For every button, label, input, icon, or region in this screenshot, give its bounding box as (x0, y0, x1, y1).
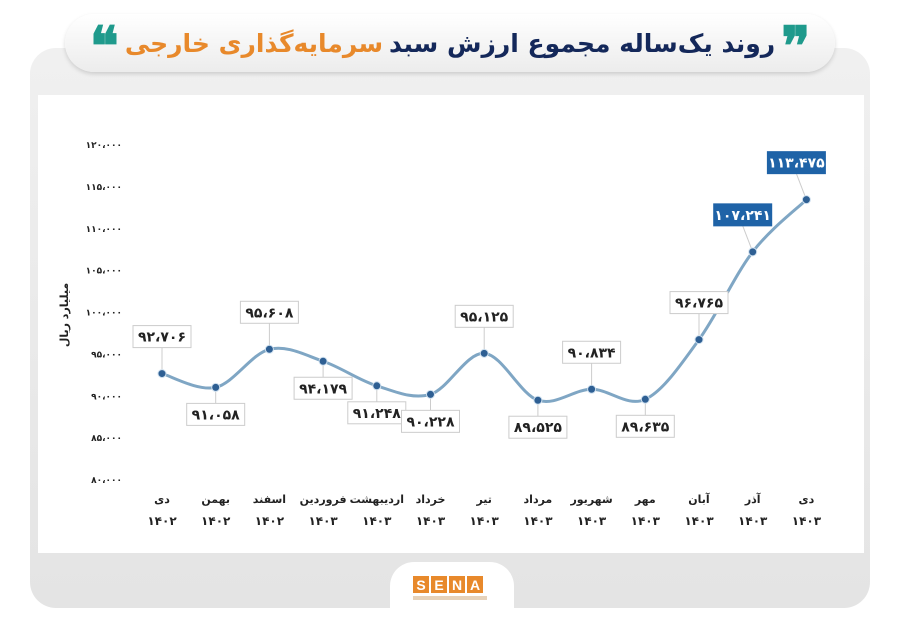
data-point (801, 195, 811, 205)
x-tick-month: بهمن (201, 493, 230, 506)
data-label: ۹۲،۷۰۶ (138, 330, 186, 346)
x-tick-month: دی (799, 493, 815, 506)
x-tick-month: مرداد (524, 493, 553, 506)
x-tick-year: ۱۴۰۳ (577, 514, 607, 528)
data-point (211, 382, 221, 392)
x-tick-year: ۱۴۰۲ (147, 514, 177, 528)
data-label-box (669, 291, 729, 315)
data-label: ۹۰،۲۲۸ (406, 414, 454, 430)
y-tick-label: ۸۵،۰۰۰ (91, 434, 122, 444)
data-label-leader (742, 225, 754, 253)
chart-panel (38, 95, 864, 553)
quote-close-icon: ❝ (89, 14, 119, 78)
data-label-box (186, 402, 246, 426)
logo-letter: A (467, 576, 483, 593)
data-label-box (508, 415, 568, 439)
y-tick-label: ۸۰،۰۰۰ (91, 476, 122, 486)
logo-tagline (413, 596, 487, 600)
sena-logo: S E N A (413, 576, 483, 593)
x-tick-month: آذر (744, 492, 761, 506)
data-point (694, 335, 704, 345)
data-label-box (401, 409, 460, 433)
x-tick-year: ۱۴۰۳ (792, 514, 822, 528)
title-banner: ❞ روند یک‌ساله مجموع ارزش سبد سرمایه‌گذا… (65, 14, 835, 78)
x-tick-month: شهریور (569, 493, 612, 506)
y-tick-label: ۱۱۵،۰۰۰ (86, 183, 122, 193)
data-label-box (239, 300, 299, 324)
x-tick-year: ۱۴۰۳ (470, 514, 500, 528)
data-label: ۹۴،۱۷۹ (299, 381, 347, 397)
data-label: ۹۱،۲۴۸ (353, 406, 401, 422)
data-label: ۹۱،۰۵۸ (192, 407, 240, 423)
data-label-box (615, 414, 675, 438)
data-point (318, 356, 328, 366)
data-label-box (293, 376, 353, 400)
x-tick-year: ۱۴۰۳ (738, 514, 768, 528)
title-main: روند یک‌ساله مجموع ارزش سبد (389, 28, 776, 58)
data-label: ۹۶،۷۶۵ (675, 296, 723, 312)
y-tick-label: ۹۰،۰۰۰ (91, 392, 122, 402)
x-tick-year: ۱۴۰۳ (523, 514, 553, 528)
x-tick-year: ۱۴۰۳ (416, 514, 446, 528)
x-tick-year: ۱۴۰۳ (362, 514, 392, 528)
data-label-leader (795, 173, 807, 200)
y-tick-label: ۱۲۰،۰۰۰ (86, 141, 122, 151)
data-point (264, 344, 274, 354)
x-tick-month: اسفند (253, 493, 286, 506)
data-point (157, 369, 167, 379)
data-label-box (132, 325, 192, 349)
data-label: ۹۵،۱۲۵ (460, 309, 508, 325)
data-point (479, 348, 489, 358)
data-point (640, 394, 650, 404)
data-point (372, 381, 382, 391)
data-label-box (766, 151, 826, 175)
data-label: ۱۰۷،۲۴۱ (714, 208, 771, 224)
logo-letter: N (449, 576, 465, 593)
x-tick-year: ۱۴۰۳ (684, 514, 714, 528)
logo-letter: S (413, 576, 429, 593)
data-point (426, 389, 435, 399)
data-label: ۱۱۳،۴۷۵ (768, 156, 825, 172)
x-tick-month: خرداد (416, 493, 446, 506)
x-tick-month: فروردین (300, 493, 347, 506)
y-tick-label: ۹۵،۰۰۰ (91, 350, 122, 360)
data-label-box (713, 203, 773, 227)
data-point (533, 395, 543, 405)
x-tick-month: آبان (688, 492, 710, 506)
data-label: ۹۵،۶۰۸ (245, 305, 293, 321)
x-tick-month: تیر (475, 493, 491, 506)
x-tick-month: دی (154, 493, 170, 506)
data-point (748, 247, 758, 257)
x-tick-year: ۱۴۰۲ (201, 514, 231, 528)
x-tick-year: ۱۴۰۲ (255, 514, 285, 528)
x-tick-year: ۱۴۰۳ (631, 514, 661, 528)
y-tick-label: ۱۰۰،۰۰۰ (86, 309, 122, 319)
x-tick-month: مهر (634, 493, 656, 506)
y-tick-label: ۱۰۵،۰۰۰ (86, 267, 122, 277)
data-label-box (562, 340, 622, 364)
y-tick-label: ۱۱۰،۰۰۰ (86, 225, 122, 235)
data-point (587, 384, 597, 394)
x-tick-year: ۱۴۰۳ (308, 514, 338, 528)
logo-letter: E (431, 576, 447, 593)
x-tick-month: اردیبهشت (350, 493, 404, 506)
data-label: ۹۰،۸۳۴ (568, 345, 616, 361)
title-accent: سرمایه‌گذاری خارجی (124, 28, 384, 58)
quote-open-icon: ❞ (781, 14, 811, 78)
data-label: ۸۹،۵۲۵ (514, 420, 562, 436)
y-axis-label: میلیارد ریال (58, 283, 71, 347)
data-label: ۸۹،۶۳۵ (621, 419, 669, 435)
data-label-box (454, 304, 514, 328)
